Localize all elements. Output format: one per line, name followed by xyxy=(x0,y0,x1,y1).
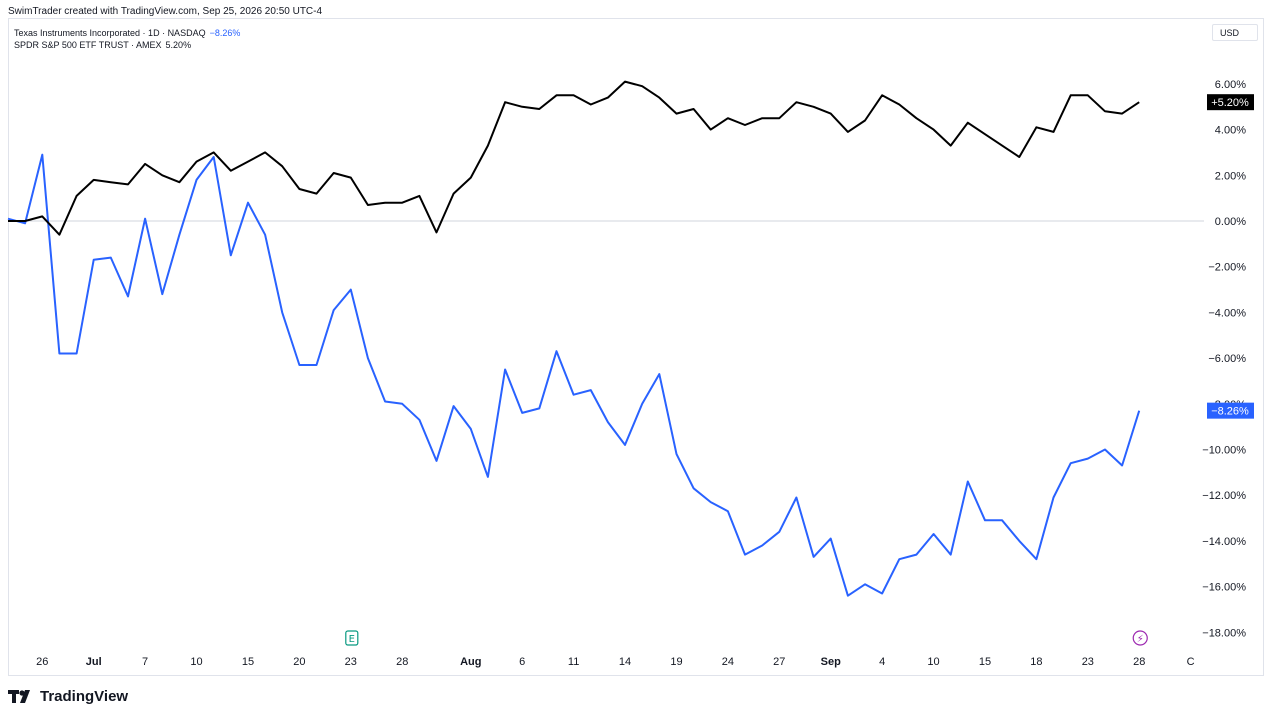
chart-attribution: SwimTrader created with TradingView.com,… xyxy=(8,6,323,17)
x-tick-label: 23 xyxy=(345,656,357,668)
y-tick-label: −16.00% xyxy=(1202,582,1246,594)
chart-frame xyxy=(8,18,1264,676)
earnings-marker-icon[interactable] xyxy=(345,630,359,646)
x-tick-label: 15 xyxy=(979,656,991,668)
earnings-marker-label: E xyxy=(349,634,355,645)
x-tick-label: 15 xyxy=(242,656,254,668)
x-tick-label: 23 xyxy=(1082,656,1094,668)
x-tick-label: 27 xyxy=(773,656,785,668)
y-tick-label: −12.00% xyxy=(1202,490,1246,502)
x-tick-label: 19 xyxy=(670,656,682,668)
x-tick-label: 6 xyxy=(519,656,525,668)
x-tick-label: 4 xyxy=(879,656,885,668)
x-tick-label: C xyxy=(1187,656,1195,668)
x-tick-label: 10 xyxy=(927,656,939,668)
currency-button[interactable]: USD xyxy=(1212,24,1258,41)
x-tick-label: 26 xyxy=(36,656,48,668)
series-line-ti[interactable] xyxy=(7,153,1141,597)
x-tick-label: 7 xyxy=(142,656,148,668)
x-tick-label: 18 xyxy=(1030,656,1042,668)
x-tick-label: 20 xyxy=(293,656,305,668)
legend-label-ti: Texas Instruments Incorporated · 1D · NA… xyxy=(14,28,206,38)
y-tick-label: 4.00% xyxy=(1215,125,1246,137)
last-value-badge-ti xyxy=(1207,402,1254,419)
y-tick-label: 6.00% xyxy=(1215,79,1246,91)
y-tick-label: −6.00% xyxy=(1208,353,1246,365)
tradingview-logo[interactable]: TradingView xyxy=(8,688,128,705)
y-tick-label: −2.00% xyxy=(1208,262,1246,274)
y-tick-label: 2.00% xyxy=(1215,170,1246,182)
x-tick-label: 14 xyxy=(619,656,631,668)
last-value-badge-spy xyxy=(1207,94,1254,111)
y-tick-label: −4.00% xyxy=(1208,307,1246,319)
tradingview-brand: TradingView xyxy=(40,688,129,705)
x-tick-label: 28 xyxy=(396,656,408,668)
legend-row-spy[interactable]: SPDR S&P 500 ETF TRUST · AMEX 5.20% xyxy=(14,40,191,50)
last-value-label-spy: +5.20% xyxy=(1211,97,1249,109)
x-tick-label: Sep xyxy=(821,656,841,668)
x-tick-label: 11 xyxy=(568,656,579,668)
x-tick-label: 24 xyxy=(722,656,734,668)
legend-row-ti[interactable]: Texas Instruments Incorporated · 1D · NA… xyxy=(14,28,240,38)
x-tick-label: 28 xyxy=(1133,656,1145,668)
dividend-marker-label: ⚡ xyxy=(1137,634,1144,645)
y-tick-label: −10.00% xyxy=(1202,445,1246,457)
series-line-spy[interactable] xyxy=(8,80,1140,236)
legend-change-spy: 5.20% xyxy=(165,40,192,50)
legend-change-ti: −8.26% xyxy=(209,28,241,38)
x-tick-label: Jul xyxy=(86,656,102,668)
y-tick-label: 0.00% xyxy=(1215,216,1246,228)
legend-label-spy: SPDR S&P 500 ETF TRUST · AMEX xyxy=(14,40,162,50)
dividend-marker-icon[interactable] xyxy=(1132,630,1148,646)
last-value-label-ti: −8.26% xyxy=(1211,406,1249,418)
y-tick-label: −18.00% xyxy=(1202,627,1246,639)
x-tick-label: 10 xyxy=(190,656,202,668)
x-tick-label: Aug xyxy=(460,656,481,668)
y-tick-label: −14.00% xyxy=(1202,536,1246,548)
tradingview-logo-icon xyxy=(8,689,30,703)
